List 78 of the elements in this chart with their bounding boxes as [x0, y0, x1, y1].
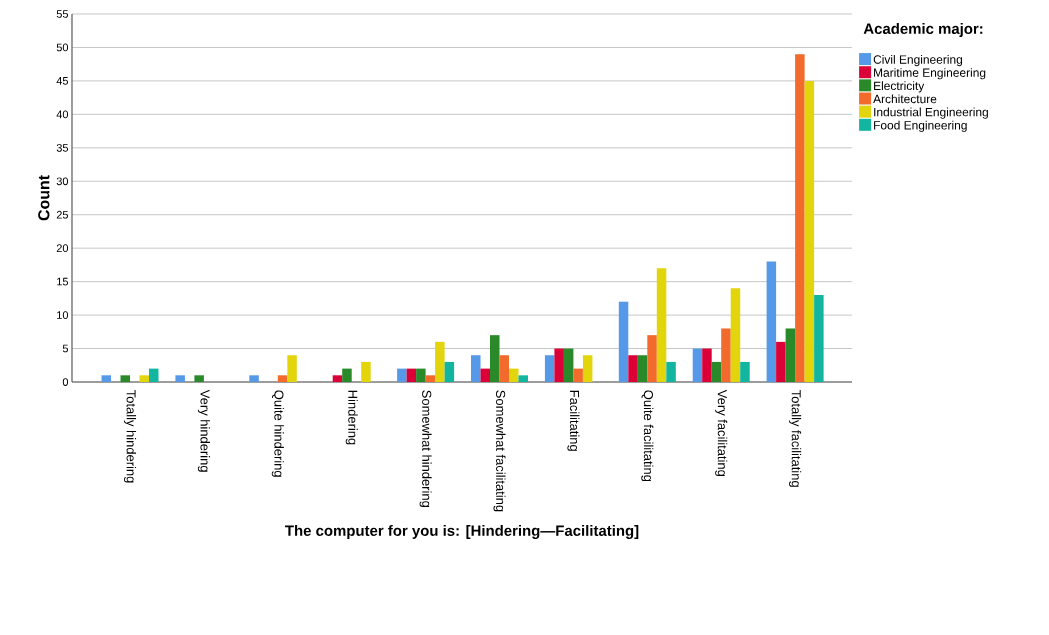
bar — [406, 368, 417, 382]
bar — [332, 375, 343, 382]
bar — [544, 355, 555, 382]
bar — [120, 375, 131, 382]
x-axis-title: The computer for you is: [Hindering—Facilitating] — [285, 524, 639, 539]
y-tick-label: 50 — [56, 43, 69, 52]
legend-label: Civil Engineering — [873, 55, 962, 67]
y-axis-title: Count — [38, 175, 50, 221]
bar — [730, 288, 741, 382]
bar — [444, 361, 455, 382]
bar — [795, 54, 805, 382]
legend-label: Industrial Engineering — [874, 107, 988, 119]
bar — [277, 375, 288, 382]
bar — [139, 375, 150, 382]
x-tick-label: Quite hindering — [271, 390, 284, 477]
bar — [416, 368, 426, 382]
bar — [509, 368, 519, 382]
y-tick-label: 45 — [56, 77, 69, 85]
bar — [618, 301, 629, 382]
bar — [804, 80, 815, 382]
bar — [175, 375, 185, 382]
bar — [499, 355, 510, 382]
legend-label: Maritime Engineering — [874, 68, 986, 80]
y-tick-label: 15 — [57, 277, 69, 286]
y-tick-label: 55 — [56, 10, 69, 18]
bar — [518, 375, 529, 382]
x-tick-label: Somewhat facilitating — [493, 390, 506, 512]
y-tick-label: 0 — [62, 378, 69, 386]
x-tick-label: Very hindering — [197, 389, 210, 472]
bar — [785, 328, 796, 382]
bar — [563, 348, 574, 382]
bar — [361, 361, 371, 382]
bar — [573, 368, 583, 382]
bar — [101, 375, 112, 382]
bar — [582, 355, 593, 382]
bar — [342, 368, 352, 382]
bar — [637, 355, 648, 382]
bar — [647, 335, 657, 382]
bar — [702, 348, 712, 382]
bar — [656, 268, 667, 382]
bar — [249, 375, 259, 382]
bar — [776, 341, 786, 382]
legend-label: Electricity — [874, 81, 925, 93]
bar — [628, 355, 638, 382]
bar — [814, 295, 824, 382]
bar — [666, 361, 676, 382]
bar — [490, 335, 500, 382]
x-tick-label: Facilitating — [567, 390, 580, 451]
bar — [692, 348, 703, 382]
x-tick-label: Very facilitating — [715, 389, 728, 477]
legend-label: Architecture — [873, 94, 937, 104]
y-tick-label: 5 — [62, 344, 69, 353]
bar — [721, 328, 731, 382]
bar — [435, 341, 445, 382]
bar — [397, 368, 407, 382]
bar — [149, 368, 159, 382]
bar — [194, 375, 204, 382]
y-tick-label: 30 — [56, 177, 69, 186]
bar — [480, 368, 491, 382]
bar — [287, 355, 297, 382]
legend-label: Food Engineering — [874, 120, 967, 132]
bar — [425, 375, 436, 382]
x-tick-label: Somewhat hindering — [419, 390, 432, 507]
y-tick-label: 35 — [56, 143, 69, 152]
bar — [554, 348, 564, 382]
y-tick-label: 20 — [56, 244, 69, 253]
bar — [740, 361, 750, 382]
bar — [471, 355, 481, 382]
x-tick-label: Quite facilitating — [641, 390, 654, 482]
legend-title: Academic major: — [863, 23, 983, 37]
x-tick-label: Totally hindering — [123, 390, 137, 483]
y-tick-label: 10 — [57, 311, 69, 319]
y-tick-label: 40 — [56, 110, 69, 119]
bar — [711, 361, 722, 382]
x-tick-label: Totally facilitating — [789, 390, 802, 487]
y-tick-label: 25 — [56, 210, 69, 219]
bar — [766, 261, 777, 382]
x-tick-label: Hindering — [345, 390, 358, 445]
